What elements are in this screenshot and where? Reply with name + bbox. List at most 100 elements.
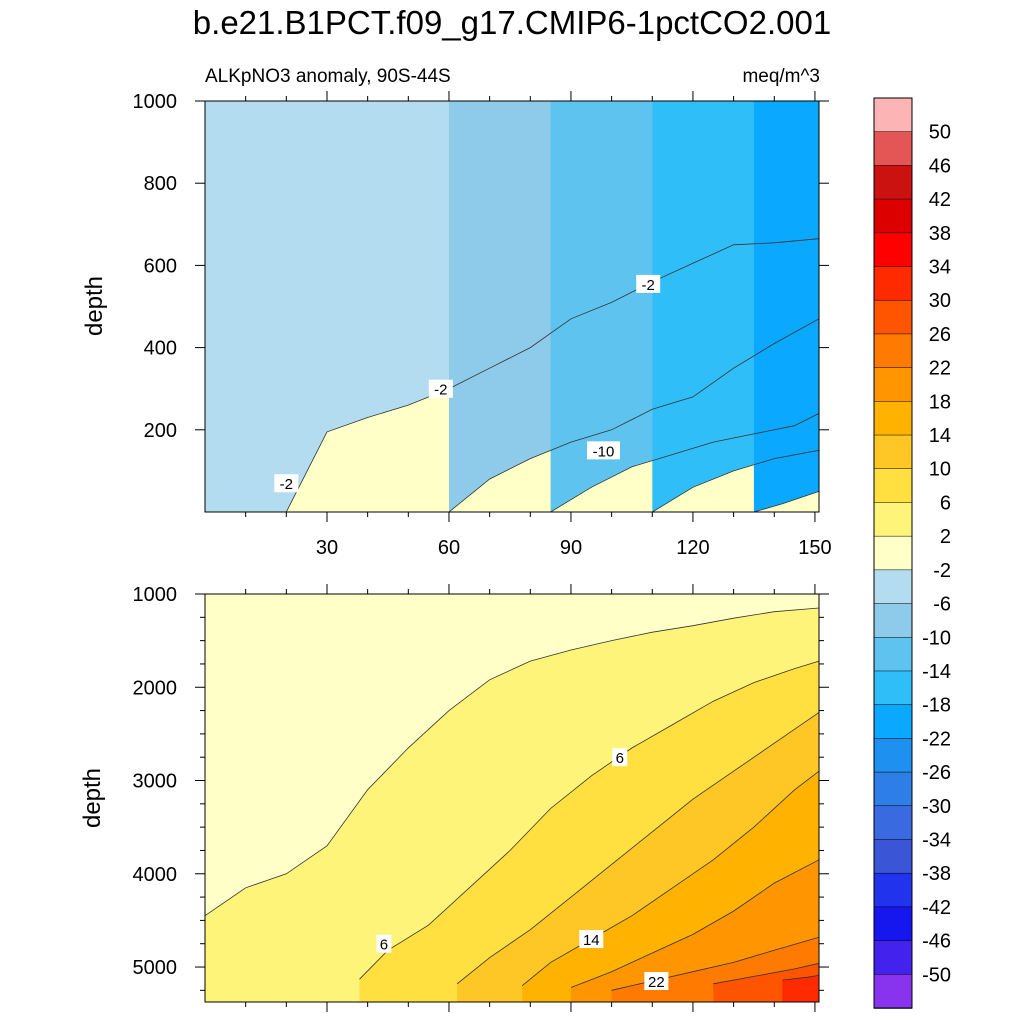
- lower-contour-line-30: [782, 975, 820, 981]
- colorbar-label: 46: [929, 155, 951, 177]
- upper-x-tick-label: 150: [798, 537, 831, 559]
- upper-contour-line--6: [448, 318, 820, 513]
- colorbar-swatch: [873, 771, 913, 807]
- colorbar-swatch: [873, 131, 913, 167]
- colorbar-swatch: [873, 97, 913, 133]
- upper-y-tick-label: 600: [144, 255, 177, 277]
- lower-contour-line-26: [713, 962, 820, 985]
- upper-y-tick-label: 800: [144, 173, 177, 195]
- upper-contour-label: -2: [642, 277, 655, 294]
- lower-axes: 1000 2000 3000 4000 5000: [133, 584, 829, 1012]
- colorbar-swatch: [873, 805, 913, 841]
- colorbar-label: -50: [922, 964, 951, 986]
- lower-contour-fill: [205, 594, 819, 1002]
- lower-contour-line-10: [456, 712, 820, 985]
- colorbar-swatch: [873, 198, 913, 234]
- upper-contour-label-box: [586, 441, 620, 460]
- upper-contour-label: -2: [280, 476, 293, 493]
- colorbar-label: -10: [922, 627, 951, 649]
- colorbar-swatch: [873, 637, 913, 672]
- upper-contour-line--18: [753, 491, 820, 513]
- colorbar-label: -14: [922, 661, 951, 683]
- upper-y-axis-label: depth: [81, 276, 108, 336]
- colorbar-swatch: [873, 468, 913, 504]
- upper-contour-labels: -2 -2 -2 -10: [274, 274, 661, 493]
- colorbar-label: 34: [929, 257, 951, 279]
- colorbar-label: -38: [922, 863, 951, 885]
- colorbar-swatch: [873, 367, 913, 403]
- lower-contour-labels: 6 6 14 22: [376, 748, 669, 991]
- colorbar-swatch: [873, 940, 913, 976]
- colorbar-swatch: [873, 266, 913, 301]
- colorbar-label: 22: [929, 358, 951, 380]
- upper-axes: 30 60 90 120 150 200 400 600 800 1000: [133, 91, 832, 559]
- lower-panel: 6 6 14 22 1000 2000 3000 4000 5000 depth: [79, 584, 829, 1012]
- colorbar-label: 30: [929, 290, 951, 312]
- colorbar-label: 14: [929, 425, 951, 447]
- colorbar-label: 38: [929, 223, 951, 245]
- upper-fill-level--18: [753, 101, 819, 512]
- colorbar-swatch: [873, 974, 913, 1009]
- upper-y-tick-label: 400: [144, 338, 177, 360]
- colorbar-swatch: [873, 434, 913, 470]
- colorbar-swatch: [873, 502, 913, 537]
- lower-y-axis-label: depth: [79, 768, 106, 828]
- upper-contour-line--10: [550, 413, 820, 513]
- colorbar-label: -22: [922, 728, 951, 750]
- colorbar-swatch: [873, 704, 913, 740]
- lower-y-tick-label: 5000: [133, 957, 178, 979]
- colorbar-swatch: [873, 569, 913, 605]
- colorbar-swatch: [873, 738, 913, 773]
- colorbar-swatch: [873, 535, 913, 571]
- lower-contour-label: 6: [616, 750, 624, 767]
- lower-contour-label-box: [644, 972, 669, 991]
- upper-y-tick-label: 200: [144, 420, 177, 442]
- chart-title: b.e21.B1PCT.f09_g17.CMIP6-1pctCO2.001: [192, 4, 832, 41]
- colorbar-label: 26: [929, 324, 951, 346]
- upper-x-tick-label: 30: [316, 537, 338, 559]
- lower-contour-label-box: [376, 934, 392, 953]
- colorbar-label: 6: [940, 492, 951, 514]
- lower-y-tick-label: 4000: [133, 864, 178, 886]
- upper-contour-label-box: [428, 379, 453, 398]
- upper-panel: ALKpNO3 anomaly, 90S-44S meq/m^3 -2-2-2-…: [81, 66, 832, 559]
- lower-contour-label: 22: [648, 974, 665, 991]
- upper-contour-label-box: [274, 474, 299, 493]
- colorbar-label: -30: [922, 796, 951, 818]
- lower-y-tick-label: 1000: [133, 584, 178, 606]
- colorbar-label: 10: [929, 459, 951, 481]
- lower-contour-label: 14: [583, 932, 600, 949]
- lower-plot-frame: [204, 593, 820, 1003]
- upper-contour-label: -10: [593, 443, 615, 460]
- upper-contour-fill: [205, 101, 819, 512]
- colorbar-swatch: [873, 232, 913, 268]
- colorbar-label: 50: [929, 122, 951, 144]
- colorbar-swatch: [873, 670, 913, 706]
- colorbar-swatch: [873, 906, 913, 942]
- upper-plot-frame: [204, 100, 820, 513]
- lower-contour-label-box: [612, 748, 628, 767]
- colorbar-label: -2: [933, 560, 951, 582]
- lower-contour-line-18: [570, 859, 820, 988]
- colorbar-label: -46: [922, 931, 951, 953]
- upper-subtitle-left: ALKpNO3 anomaly, 90S-44S: [205, 66, 451, 87]
- colorbar-swatch: [873, 603, 913, 639]
- upper-subtitle-right: meq/m^3: [742, 66, 820, 87]
- lower-contour-line-14: [521, 770, 820, 987]
- lower-contour-label-box: [579, 930, 604, 949]
- lower-contour-line-6: [359, 660, 820, 980]
- colorbar-label: -6: [933, 594, 951, 616]
- upper-contour-line--14: [652, 449, 820, 513]
- colorbar-label: 42: [929, 189, 951, 211]
- colorbar-swatch: [873, 333, 913, 369]
- lower-y-tick-label: 2000: [133, 677, 178, 699]
- colorbar-frame: [873, 97, 913, 1009]
- colorbar: 50 46 42 38 34 30 26 22 18 14 10 6 2 -2 -6 -10 -14 -18 -22…: [873, 97, 951, 1009]
- upper-y-tick-label: 1000: [133, 91, 178, 113]
- lower-y-tick-label: 3000: [133, 771, 178, 793]
- colorbar-label: -26: [922, 762, 951, 784]
- upper-x-tick-label: 90: [560, 537, 582, 559]
- colorbar-label: -18: [922, 695, 951, 717]
- lower-contour-label: 6: [380, 937, 388, 954]
